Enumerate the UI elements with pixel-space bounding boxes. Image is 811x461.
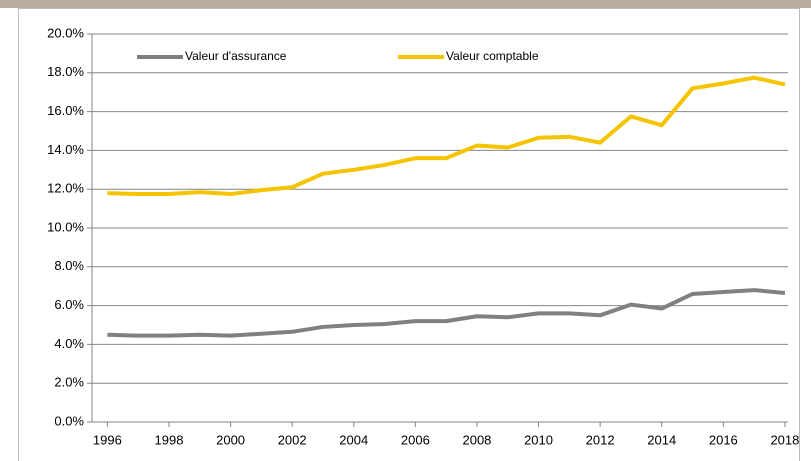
y-tick-label: 16.0% [47,103,84,118]
y-tick-label: 8.0% [54,258,84,273]
x-tick-label: 2008 [462,432,491,447]
x-tick-label: 2002 [278,432,307,447]
x-tick-label: 1998 [155,432,184,447]
x-tick-label: 1996 [93,432,122,447]
y-tick-label: 12.0% [47,181,84,196]
x-tick-label: 2010 [524,432,553,447]
series-line [107,75,786,197]
y-tick-label: 10.0% [47,219,84,234]
series-line [107,288,786,338]
x-tick-label: 2016 [709,432,738,447]
x-tick-label: 2000 [216,432,245,447]
x-tick-label: 2018 [770,432,799,447]
y-tick-label: 18.0% [47,64,84,79]
legend-label: Valeur d'assurance [185,49,287,63]
x-tick-label: 2004 [339,432,368,447]
x-tick-label: 2012 [586,432,615,447]
y-tick-label: 2.0% [54,375,84,390]
y-tick-label: 14.0% [47,142,84,157]
x-tick-label: 2014 [647,432,676,447]
photo-strip [0,0,811,8]
legend-label: Valeur comptable [446,49,539,63]
y-tick-label: 4.0% [54,336,84,351]
y-tick-label: 20.0% [47,25,84,40]
y-tick-label: 0.0% [54,413,84,428]
x-tick-label: 2006 [401,432,430,447]
chart-frame [18,8,800,461]
y-tick-label: 6.0% [54,297,84,312]
